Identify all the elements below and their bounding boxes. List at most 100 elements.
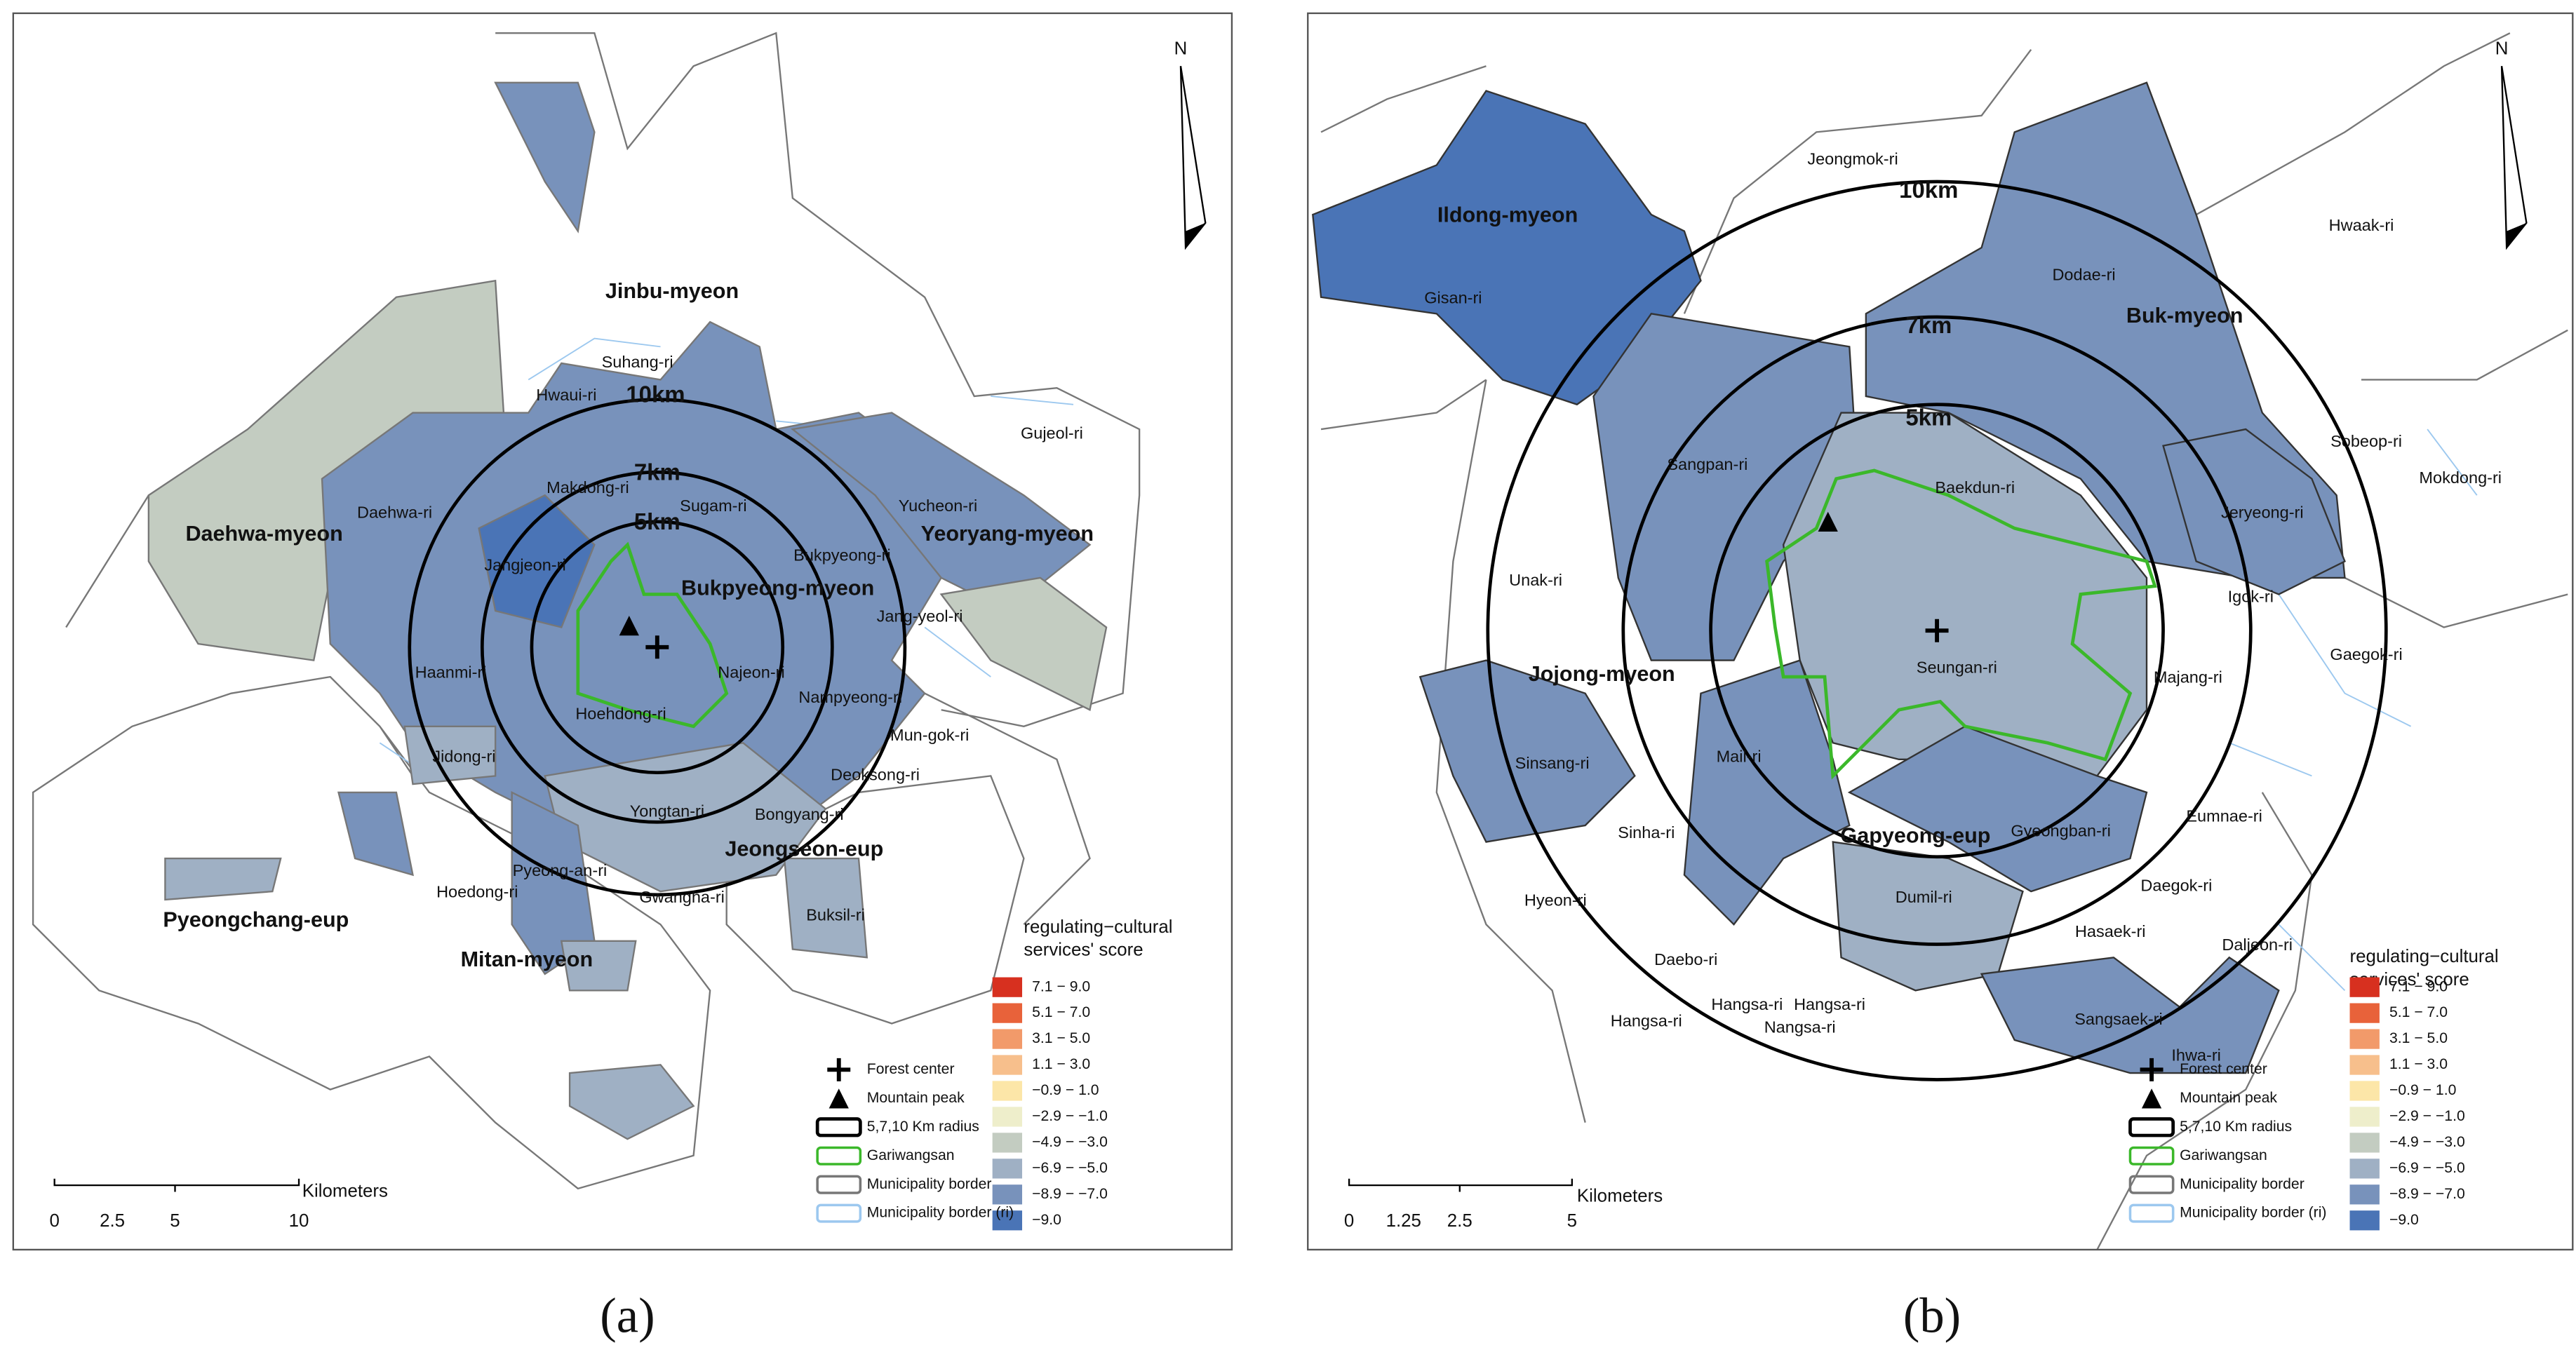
legend-class: −4.9 − −3.0 xyxy=(2389,1134,2465,1150)
village-label: Baekdun-ri xyxy=(1935,478,2015,497)
region xyxy=(783,857,868,959)
legend-symbol xyxy=(2128,1175,2175,1194)
village-label: Hangsa-ri xyxy=(1794,995,1865,1013)
village-label: Jidong-ri xyxy=(432,748,495,766)
ring-label: 10km xyxy=(626,382,685,407)
legend-class: −9.0 xyxy=(1032,1212,1061,1228)
village-label: Sinsang-ri xyxy=(1515,754,1590,772)
legend-symbol-label: Mountain peak xyxy=(2180,1090,2277,1106)
ring-label: 10km xyxy=(1899,177,1958,203)
legend-title: services' score xyxy=(1024,940,1143,960)
village-label: Daebo-ri xyxy=(1654,950,1717,968)
village-label: Bukpyeong-ri xyxy=(793,546,891,565)
village-label: Nampyeong-ri xyxy=(798,688,902,706)
legend-symbol-label: Municipality border (ri) xyxy=(867,1205,1014,1221)
legend-title: regulating−cultural xyxy=(1024,917,1172,937)
ring-7km xyxy=(480,470,834,824)
ring-10km xyxy=(408,398,907,897)
village-label: Suhang-ri xyxy=(602,353,673,371)
legend-swatch xyxy=(992,977,1023,997)
village-label: Sugam-ri xyxy=(680,497,746,515)
legend-swatch xyxy=(2349,977,2380,997)
ring-label: 7km xyxy=(1905,312,1952,338)
panel-label: (a) xyxy=(600,1288,655,1343)
ring-10km xyxy=(1486,180,2388,1081)
district-label: Pyeongchang-eup xyxy=(163,908,349,932)
region xyxy=(1980,956,2280,1074)
legend-swatch xyxy=(2349,1003,2380,1023)
legend-swatch xyxy=(2349,1081,2380,1101)
ring-7km xyxy=(1621,315,2253,946)
gariwangsan xyxy=(576,541,729,729)
village-label: Pyeong-an-ri xyxy=(513,861,608,879)
village-label: Gisan-ri xyxy=(1424,288,1482,306)
legend-swatch xyxy=(2349,1159,2380,1179)
scale-tick-label: 2.5 xyxy=(1447,1211,1473,1231)
village-label: Bongyang-ri xyxy=(755,805,844,823)
legend-symbol xyxy=(816,1146,862,1166)
village-label: Unak-ri xyxy=(1509,571,1562,589)
scale-tick-label: 5 xyxy=(1567,1211,1577,1231)
legend-swatch xyxy=(992,1210,1023,1231)
legend-swatch xyxy=(992,1184,1023,1205)
region xyxy=(478,494,596,628)
mountain-peak xyxy=(1818,511,1838,532)
frame xyxy=(12,12,1233,1251)
scale-tick-label: 2.5 xyxy=(100,1211,125,1231)
ri-border xyxy=(1700,428,2478,992)
village-label: Ihwa-ri xyxy=(2171,1046,2221,1065)
village-label: Hwaak-ri xyxy=(2329,216,2394,234)
legend-symbol xyxy=(2141,1088,2162,1109)
district-label: Yeoryang-myeon xyxy=(921,522,1094,546)
legend-symbol xyxy=(829,1088,849,1109)
ring-5km xyxy=(530,520,785,775)
legend-symbol xyxy=(2128,1203,2175,1223)
legend-symbol-label: Municipality border xyxy=(2180,1176,2305,1192)
village-label: Sinha-ri xyxy=(1618,823,1675,842)
legend-class: −8.9 − −7.0 xyxy=(1032,1186,1108,1202)
legend-symbol-label: Forest center xyxy=(867,1061,955,1077)
village-label: Majang-ri xyxy=(2154,668,2222,687)
village-label: Haanmi-ri xyxy=(415,663,487,682)
legend-symbol xyxy=(2140,1058,2164,1081)
legend-class: −0.9 − 1.0 xyxy=(2389,1082,2456,1098)
village-label: Gyeongban-ri xyxy=(2011,822,2110,840)
legend-swatch xyxy=(992,1003,1023,1023)
legend-class: 5.1 − 7.0 xyxy=(2389,1004,2448,1020)
legend-class: 7.1 − 9.0 xyxy=(1032,978,1090,994)
legend-swatch xyxy=(992,1107,1023,1127)
legend-class: 7.1 − 9.0 xyxy=(2389,978,2448,994)
village-label: Najeon-ri xyxy=(718,663,784,682)
legend-symbol-label: 5,7,10 Km radius xyxy=(867,1119,979,1135)
village-label: Seungan-ri xyxy=(1917,659,1997,677)
village-label: Dumil-ri xyxy=(1896,888,1952,906)
district-label: Daehwa-myeon xyxy=(185,522,342,546)
village-label: Igok-ri xyxy=(2228,587,2274,605)
map-a xyxy=(13,13,1232,1250)
village-label: Eumnae-ri xyxy=(2186,806,2262,825)
region xyxy=(560,940,637,992)
village-label: Yucheon-ri xyxy=(899,497,977,515)
village-label: Hasaek-ri xyxy=(2075,922,2146,940)
legend-symbol xyxy=(2128,1117,2175,1137)
region xyxy=(791,412,1092,612)
north-label: N xyxy=(1174,39,1188,59)
village-label: Buksil-ri xyxy=(806,906,865,924)
municipality-border xyxy=(1320,32,2568,1250)
village-label: Hoehdong-ri xyxy=(575,705,666,723)
village-label: Hyeon-ri xyxy=(1524,891,1587,909)
panel-label: (b) xyxy=(1903,1288,1961,1343)
region xyxy=(1418,659,1636,843)
village-label: Jeryeong-ri xyxy=(2221,503,2304,521)
legend-class: 3.1 − 5.0 xyxy=(1032,1030,1090,1046)
gariwangsan xyxy=(1765,468,2157,780)
district-label: Jojong-myeon xyxy=(1529,662,1675,686)
village-label: Gujeol-ri xyxy=(1021,424,1083,442)
scale-bar xyxy=(1348,1178,1574,1192)
district-label: Bukpyeong-myeon xyxy=(681,576,874,600)
legend-swatch xyxy=(992,1081,1023,1101)
village-label: Sangpan-ri xyxy=(1667,455,1747,473)
legend-class: 1.1 − 3.0 xyxy=(2389,1056,2448,1072)
